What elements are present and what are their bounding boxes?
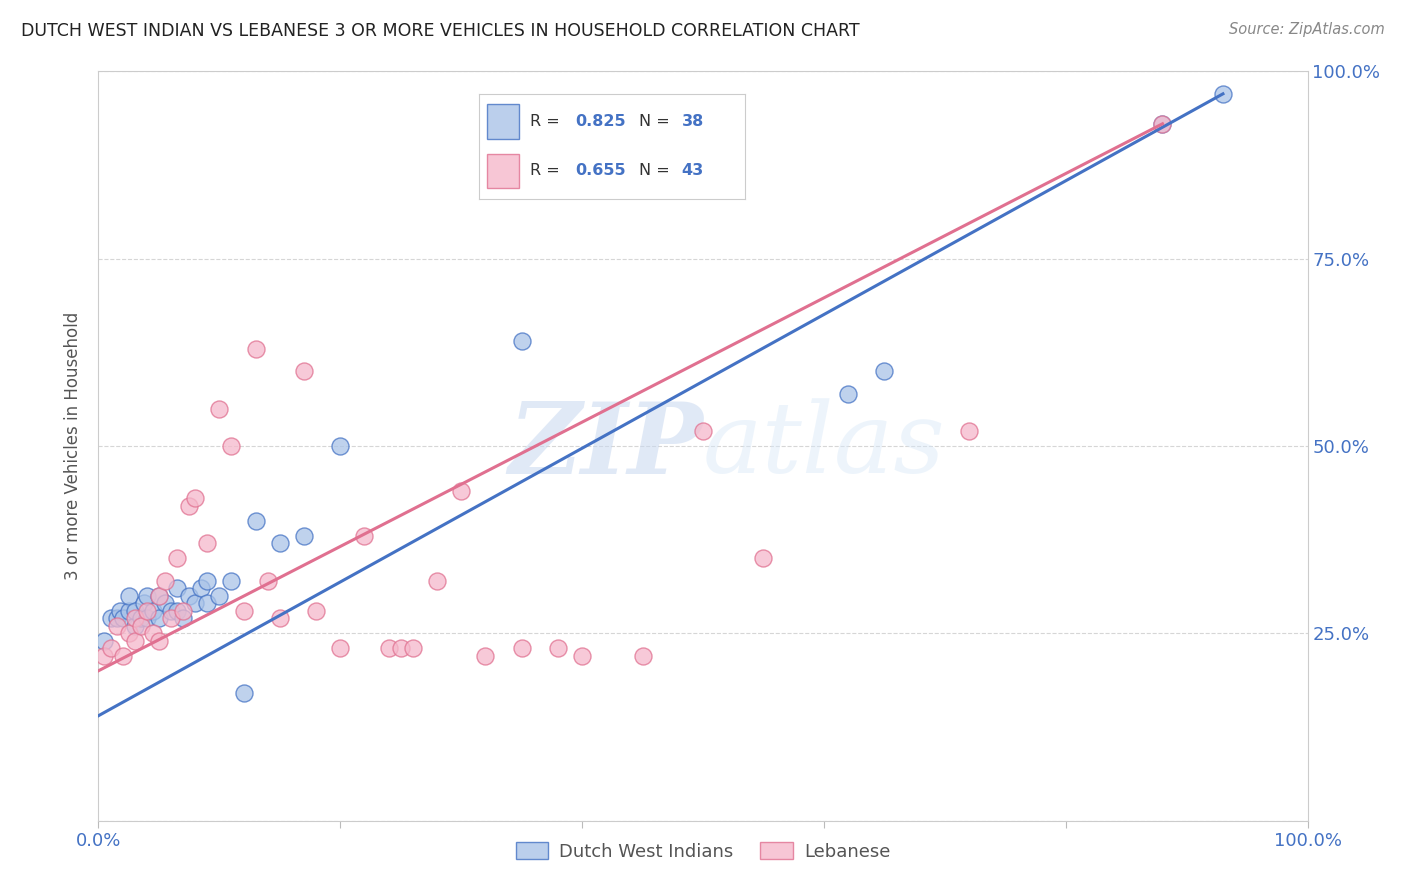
Point bbox=[100, 641, 122, 656]
Point bbox=[377, 641, 399, 656]
Point bbox=[105, 619, 128, 633]
Point bbox=[118, 604, 141, 618]
Point bbox=[179, 499, 201, 513]
Point bbox=[129, 619, 152, 633]
Point bbox=[1212, 87, 1234, 101]
Point bbox=[547, 641, 569, 656]
Point bbox=[93, 648, 115, 663]
Point bbox=[510, 641, 533, 656]
Point bbox=[166, 551, 188, 566]
Point bbox=[873, 364, 896, 378]
Point bbox=[124, 604, 146, 618]
Point bbox=[292, 529, 315, 543]
Point bbox=[93, 633, 115, 648]
Point bbox=[402, 641, 425, 656]
Point bbox=[148, 589, 170, 603]
Point bbox=[108, 604, 131, 618]
Point bbox=[160, 611, 183, 625]
Text: ZIP: ZIP bbox=[508, 398, 703, 494]
Point bbox=[208, 589, 231, 603]
Point bbox=[118, 626, 141, 640]
Point bbox=[172, 604, 194, 618]
Point bbox=[142, 604, 165, 618]
Point bbox=[221, 574, 243, 588]
Point bbox=[148, 633, 170, 648]
Point bbox=[245, 342, 267, 356]
Text: atlas: atlas bbox=[703, 399, 946, 493]
Point bbox=[195, 574, 218, 588]
Point bbox=[474, 648, 496, 663]
Point bbox=[195, 536, 218, 550]
Point bbox=[292, 364, 315, 378]
Point bbox=[184, 491, 207, 506]
Point bbox=[208, 401, 231, 416]
Point bbox=[124, 619, 146, 633]
Point bbox=[837, 386, 859, 401]
Point bbox=[329, 641, 352, 656]
Point bbox=[190, 582, 212, 596]
Point bbox=[153, 596, 176, 610]
Point bbox=[752, 551, 775, 566]
Point bbox=[142, 626, 165, 640]
Point bbox=[1152, 117, 1174, 131]
Point bbox=[166, 582, 188, 596]
Point bbox=[571, 648, 593, 663]
Point bbox=[269, 611, 291, 625]
Point bbox=[245, 514, 267, 528]
Point bbox=[389, 641, 412, 656]
Point bbox=[426, 574, 449, 588]
Point bbox=[329, 439, 352, 453]
Point bbox=[221, 439, 243, 453]
Text: DUTCH WEST INDIAN VS LEBANESE 3 OR MORE VEHICLES IN HOUSEHOLD CORRELATION CHART: DUTCH WEST INDIAN VS LEBANESE 3 OR MORE … bbox=[21, 22, 859, 40]
Point bbox=[160, 604, 183, 618]
Point bbox=[166, 604, 188, 618]
Point bbox=[135, 604, 157, 618]
Point bbox=[179, 589, 201, 603]
Point bbox=[134, 596, 156, 610]
Point bbox=[105, 611, 128, 625]
Point bbox=[118, 589, 141, 603]
Point bbox=[305, 604, 328, 618]
Point bbox=[148, 611, 170, 625]
Point bbox=[631, 648, 654, 663]
Point bbox=[148, 589, 170, 603]
Point bbox=[129, 611, 152, 625]
Point bbox=[269, 536, 291, 550]
Point bbox=[124, 633, 146, 648]
Point bbox=[232, 604, 254, 618]
Point bbox=[256, 574, 278, 588]
Legend: Dutch West Indians, Lebanese: Dutch West Indians, Lebanese bbox=[509, 835, 897, 868]
Point bbox=[1152, 117, 1174, 131]
Point bbox=[124, 611, 146, 625]
Point bbox=[353, 529, 375, 543]
Point bbox=[957, 424, 980, 438]
Point bbox=[510, 334, 533, 348]
Point bbox=[232, 686, 254, 700]
Point bbox=[135, 611, 157, 625]
Point bbox=[184, 596, 207, 610]
Point bbox=[111, 611, 134, 625]
Point bbox=[100, 611, 122, 625]
Point bbox=[153, 574, 176, 588]
Text: Source: ZipAtlas.com: Source: ZipAtlas.com bbox=[1229, 22, 1385, 37]
Point bbox=[111, 648, 134, 663]
Point bbox=[450, 483, 472, 498]
Point bbox=[195, 596, 218, 610]
Point bbox=[692, 424, 714, 438]
Point bbox=[135, 589, 157, 603]
Point bbox=[172, 611, 194, 625]
Y-axis label: 3 or more Vehicles in Household: 3 or more Vehicles in Household bbox=[65, 312, 83, 580]
